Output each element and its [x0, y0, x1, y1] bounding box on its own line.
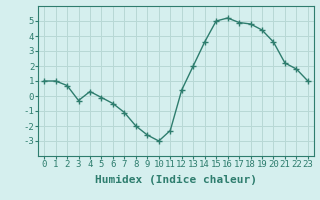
X-axis label: Humidex (Indice chaleur): Humidex (Indice chaleur): [95, 175, 257, 185]
